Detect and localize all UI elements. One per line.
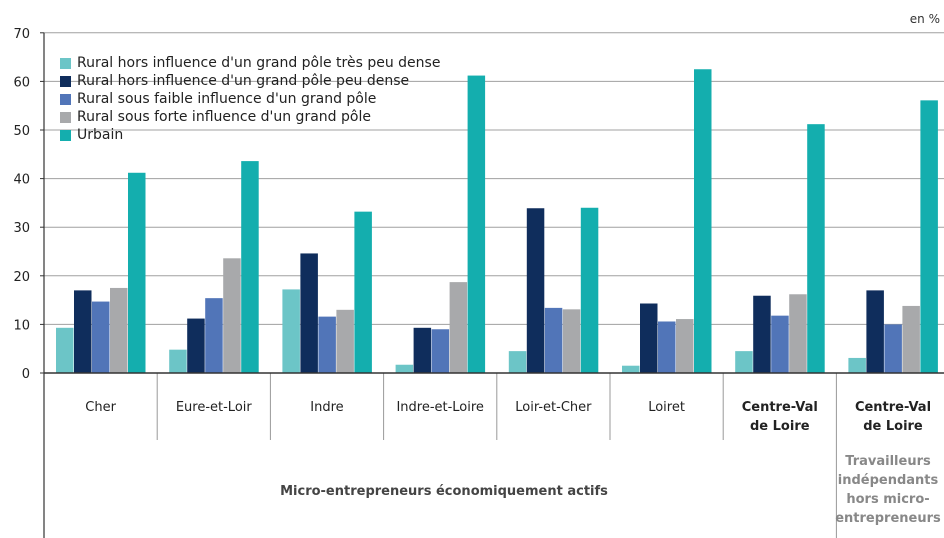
bar [128, 172, 146, 373]
bar [676, 319, 694, 373]
bar [884, 324, 902, 373]
y-tick-label: 0 [22, 367, 30, 382]
bar [753, 295, 771, 373]
unit-label: en % [909, 12, 940, 26]
y-tick-label: 50 [13, 124, 30, 139]
category-label: Indre [270, 398, 383, 417]
legend-swatch [60, 57, 71, 69]
bar [771, 315, 789, 373]
legend-item: Rural hors influence d'un grand pôle trè… [60, 54, 440, 72]
bar [807, 124, 825, 373]
category-label: Loiret [610, 398, 723, 417]
category-label-line: de Loire [750, 419, 810, 434]
bar [56, 327, 74, 373]
legend-swatch [60, 129, 71, 141]
bar [110, 287, 128, 373]
category-label: Eure-et-Loir [157, 398, 270, 417]
bar [580, 207, 599, 373]
bar [467, 75, 486, 374]
category-label-line: Indre [310, 400, 344, 415]
bar [920, 100, 938, 373]
legend-label: Rural sous forte influence d'un grand pô… [77, 109, 371, 125]
bar [74, 290, 92, 373]
y-tick-label: 60 [13, 75, 30, 90]
category-label-line: Centre-Val [741, 400, 818, 415]
category-label-line: Loiret [648, 400, 685, 415]
bar [205, 298, 223, 373]
bar [223, 258, 241, 373]
y-tick-label: 70 [13, 27, 30, 42]
bar [526, 208, 545, 373]
bar [354, 211, 372, 373]
bar [413, 327, 432, 373]
bar [544, 307, 563, 373]
bar [241, 161, 259, 373]
bar [169, 349, 187, 373]
legend-item: Rural sous forte influence d'un grand pô… [60, 108, 440, 126]
bar [449, 282, 468, 373]
legend-label: Rural sous faible influence d'un grand p… [77, 91, 377, 107]
category-label-line: Centre-Val [854, 400, 932, 415]
bar [562, 309, 581, 373]
legend-swatch [60, 111, 71, 123]
bar [640, 303, 658, 373]
category-label: Centre-Val de Loire [723, 398, 836, 436]
y-tick-label: 40 [13, 173, 30, 188]
y-tick-label: 20 [13, 270, 30, 285]
bar [395, 364, 414, 373]
category-label: Indre-et-Loire [384, 398, 497, 417]
group-label-line: Travailleurs [845, 454, 931, 469]
group-label-independants: Travailleurs indépendants hors micro- en… [830, 452, 944, 528]
category-label-line: Loir-et-Cher [515, 400, 592, 415]
category-label-line: Eure-et-Loir [175, 400, 252, 415]
legend-swatch [60, 75, 71, 87]
bar [282, 289, 300, 373]
group-label-line: entrepreneurs [835, 511, 941, 526]
chart-legend: Rural hors influence d'un grand pôle trè… [60, 54, 440, 144]
category-label: Loir-et-Cher [497, 398, 610, 417]
legend-item: Rural sous faible influence d'un grand p… [60, 90, 440, 108]
bar [92, 301, 110, 373]
legend-item: Rural hors influence d'un grand pôle peu… [60, 72, 440, 90]
y-tick-label: 10 [13, 318, 30, 333]
bar [735, 351, 753, 373]
bar [866, 290, 884, 373]
bar [431, 329, 450, 373]
bar [694, 69, 712, 373]
y-tick-label: 30 [13, 221, 30, 236]
legend-label: Rural hors influence d'un grand pôle peu… [77, 73, 410, 89]
bar [318, 316, 336, 373]
category-label: Centre-Val de Loire [836, 398, 944, 436]
bar [902, 305, 920, 373]
bar [508, 351, 527, 373]
category-label-line: de Loire [863, 419, 923, 434]
bar [336, 309, 354, 373]
legend-item: Urbain [60, 126, 440, 144]
bar [622, 365, 640, 373]
category-label: Cher [44, 398, 157, 417]
legend-label: Urbain [77, 127, 124, 143]
bar [789, 294, 807, 373]
bar [848, 357, 866, 373]
legend-swatch [60, 93, 71, 105]
group-label-line: hors micro- [846, 492, 930, 507]
category-label-line: Indre-et-Loire [396, 400, 484, 415]
group-label-micro-entrepreneurs: Micro-entrepreneurs économiquement actif… [280, 484, 608, 499]
bar [187, 318, 205, 373]
legend-label: Rural hors influence d'un grand pôle trè… [77, 55, 441, 71]
bar [300, 253, 318, 373]
group-label-line: indépendants [837, 473, 939, 488]
category-label-line: Cher [85, 400, 116, 415]
bar [658, 321, 676, 373]
